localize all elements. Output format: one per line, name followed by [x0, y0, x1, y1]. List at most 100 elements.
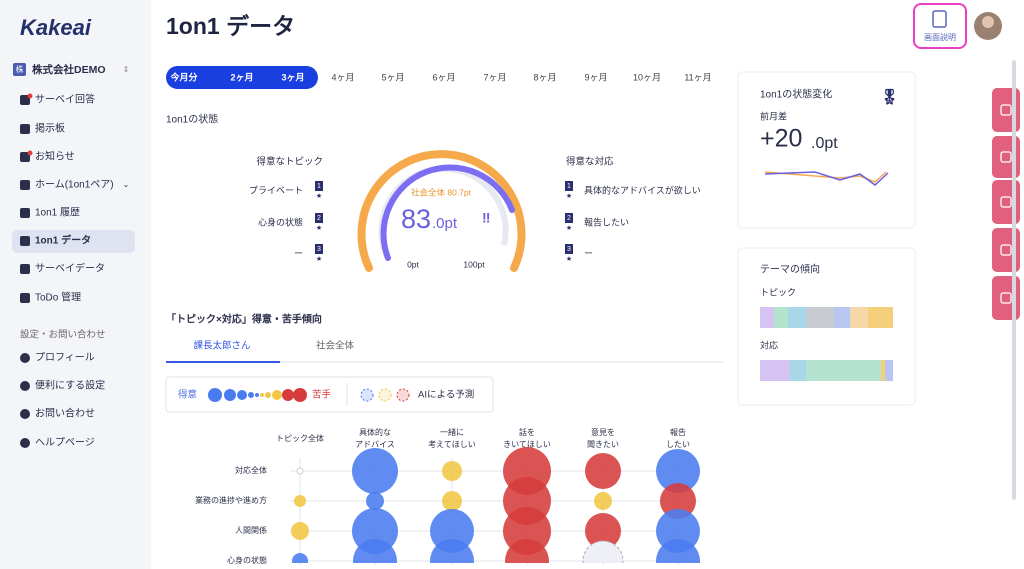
tendency-tab[interactable]: 課長太郎さん — [193, 340, 250, 352]
settings-item[interactable]: 便利にする設定 — [35, 379, 105, 392]
period-tab[interactable]: 10ヶ月 — [633, 72, 661, 82]
nav-item[interactable]: 掲示板 — [35, 122, 65, 135]
settings-item[interactable]: ヘルプページ — [35, 437, 95, 449]
period-tab[interactable]: 4ヶ月 — [331, 72, 354, 82]
bubble — [585, 453, 621, 489]
nav-item[interactable]: サーベイ回答 — [35, 93, 95, 106]
nav-active-bg — [12, 230, 135, 253]
response-label: 具体的なアドバイスが欲しい — [584, 184, 701, 195]
legend-dot — [255, 393, 259, 397]
notice-dot — [27, 93, 33, 99]
nav-icon — [20, 124, 30, 134]
theme-topic-label: トピック — [760, 287, 796, 297]
period-tab[interactable]: 7ヶ月 — [483, 72, 506, 82]
rank-number: 3 — [317, 246, 321, 253]
settings-heading: 設定・お問い合わせ — [20, 329, 106, 341]
bubble-ai — [582, 540, 624, 563]
bubble — [656, 449, 700, 493]
response-label: ー — [584, 248, 593, 258]
company-name[interactable]: 株式会社DEMO — [32, 63, 106, 76]
settings-item[interactable]: プロフィール — [35, 352, 95, 364]
bubble — [442, 461, 462, 481]
nav-icon — [20, 95, 30, 105]
rank-number: 1 — [567, 183, 571, 190]
legend-ai: AIによる予測 — [418, 389, 474, 401]
period-tab[interactable]: 11ヶ月 — [684, 72, 711, 82]
gauge-min: 0pt — [407, 259, 419, 269]
nav-icon — [20, 293, 30, 303]
legend-dot — [224, 389, 236, 401]
responses-heading: 得意な対応 — [566, 156, 614, 168]
bubble — [585, 513, 621, 549]
rank-number: 2 — [317, 215, 321, 222]
score-sub: .0pt — [432, 215, 458, 232]
bubble — [292, 553, 308, 563]
legend-box — [165, 376, 494, 413]
nav-expand[interactable]: ⌄ — [123, 180, 130, 189]
rank-star: ★ — [566, 255, 572, 263]
column-header: 考えてほしい — [428, 440, 476, 449]
trend-self — [764, 171, 889, 186]
change-main: +20 — [760, 125, 802, 153]
period-tab[interactable]: 9ヶ月 — [584, 72, 607, 82]
row-header: 人間関係 — [235, 526, 267, 535]
change-label: 前月差 — [760, 110, 787, 121]
bubble — [353, 539, 397, 563]
period-tab[interactable]: 6ヶ月 — [432, 72, 455, 82]
nav-item[interactable]: 1on1 データ — [35, 234, 91, 247]
legend-dot — [265, 392, 271, 398]
rank-badge — [315, 244, 323, 254]
period-tab[interactable]: 2ヶ月 — [230, 72, 253, 82]
nav-item[interactable]: ホーム(1on1ペア) — [35, 179, 114, 191]
tendency-heading: 「トピック×対応」得意・苦手傾向 — [166, 313, 322, 326]
topics-heading: 得意なトピック — [256, 156, 323, 168]
score-medal: ‼ — [482, 210, 490, 226]
response-segment — [885, 360, 893, 381]
help-button[interactable] — [913, 3, 967, 49]
score-caption: 社会全体 80.7pt — [411, 187, 472, 197]
side-action-icon — [1000, 104, 1012, 116]
bubble — [291, 522, 309, 540]
gauge-score-arc — [380, 164, 515, 261]
notice-dot — [27, 150, 33, 156]
side-action-icon — [1000, 244, 1012, 256]
nav-item[interactable]: 1on1 履歴 — [35, 207, 80, 219]
help-label[interactable]: 画面説明 — [924, 32, 956, 42]
period-tab[interactable]: 8ヶ月 — [533, 72, 556, 82]
tendency-tab[interactable]: 社会全体 — [316, 340, 355, 352]
rank-number: 3 — [567, 246, 571, 253]
legend-ai-dot — [378, 388, 392, 402]
company-switch[interactable]: ⇕ — [123, 65, 130, 74]
rank-star: ★ — [566, 192, 572, 200]
period-pill — [166, 66, 318, 89]
score-main: 83 — [401, 204, 431, 234]
period-tab[interactable]: 5ヶ月 — [381, 72, 404, 82]
avatar-face — [982, 16, 994, 28]
nav-item[interactable]: お知らせ — [35, 150, 75, 163]
column-header: 聞きたい — [587, 440, 619, 449]
nav-item[interactable]: ToDo 管理 — [35, 291, 81, 304]
period-tab[interactable]: 3ヶ月 — [281, 72, 304, 82]
settings-icon — [20, 381, 30, 391]
theme-bars — [760, 307, 893, 381]
scrollbar — [1012, 60, 1016, 500]
bubble — [352, 448, 398, 494]
period-tab[interactable]: 今月分 — [169, 71, 197, 82]
legend-good: 得意 — [178, 389, 197, 401]
bubble — [505, 539, 549, 563]
nav-icon — [20, 208, 30, 218]
response-segment — [790, 360, 806, 381]
column-header: トピック全体 — [276, 433, 324, 443]
rank-number: 1 — [317, 183, 321, 190]
change-sub: .0pt — [811, 135, 838, 152]
rank-badge — [315, 213, 323, 223]
column-header: したい — [666, 440, 690, 449]
nav-item[interactable]: サーベイデータ — [35, 262, 105, 275]
rank-star: ★ — [316, 192, 322, 200]
legend-dot — [248, 392, 254, 398]
nav-icon — [20, 152, 30, 162]
settings-item[interactable]: お問い合わせ — [35, 407, 95, 420]
rank-star: ★ — [316, 255, 322, 263]
rank-badge — [565, 213, 573, 223]
